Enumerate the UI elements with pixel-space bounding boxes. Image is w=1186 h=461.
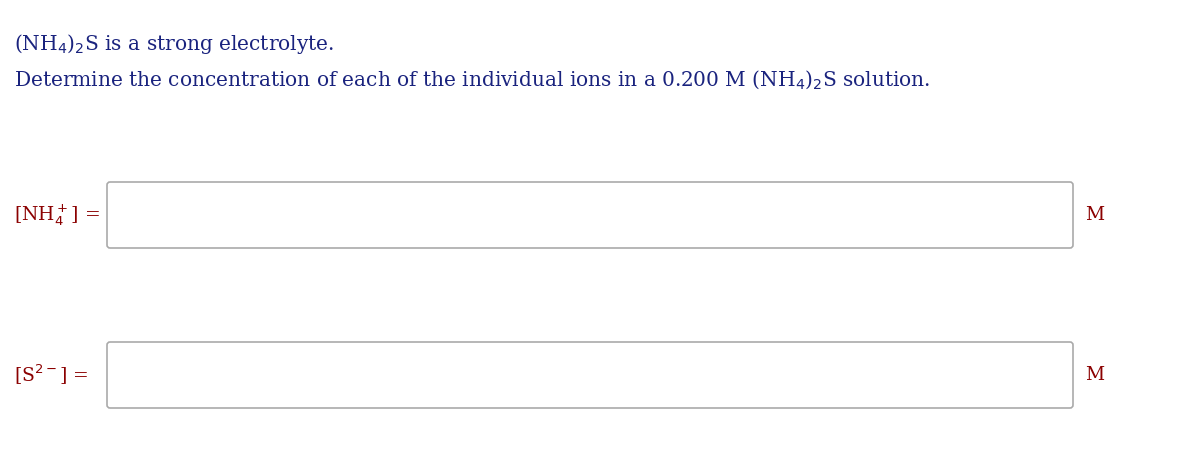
FancyBboxPatch shape bbox=[107, 342, 1073, 408]
FancyBboxPatch shape bbox=[107, 182, 1073, 248]
Text: [S$^{2-}$] =: [S$^{2-}$] = bbox=[14, 363, 89, 387]
Text: [NH$_4^+$] =: [NH$_4^+$] = bbox=[14, 202, 100, 228]
Text: M: M bbox=[1085, 206, 1104, 224]
Text: M: M bbox=[1085, 366, 1104, 384]
Text: Determine the concentration of each of the individual ions in a 0.200 M (NH$_4$): Determine the concentration of each of t… bbox=[14, 68, 931, 91]
Text: (NH$_4$)$_2$S is a strong electrolyte.: (NH$_4$)$_2$S is a strong electrolyte. bbox=[14, 32, 334, 56]
